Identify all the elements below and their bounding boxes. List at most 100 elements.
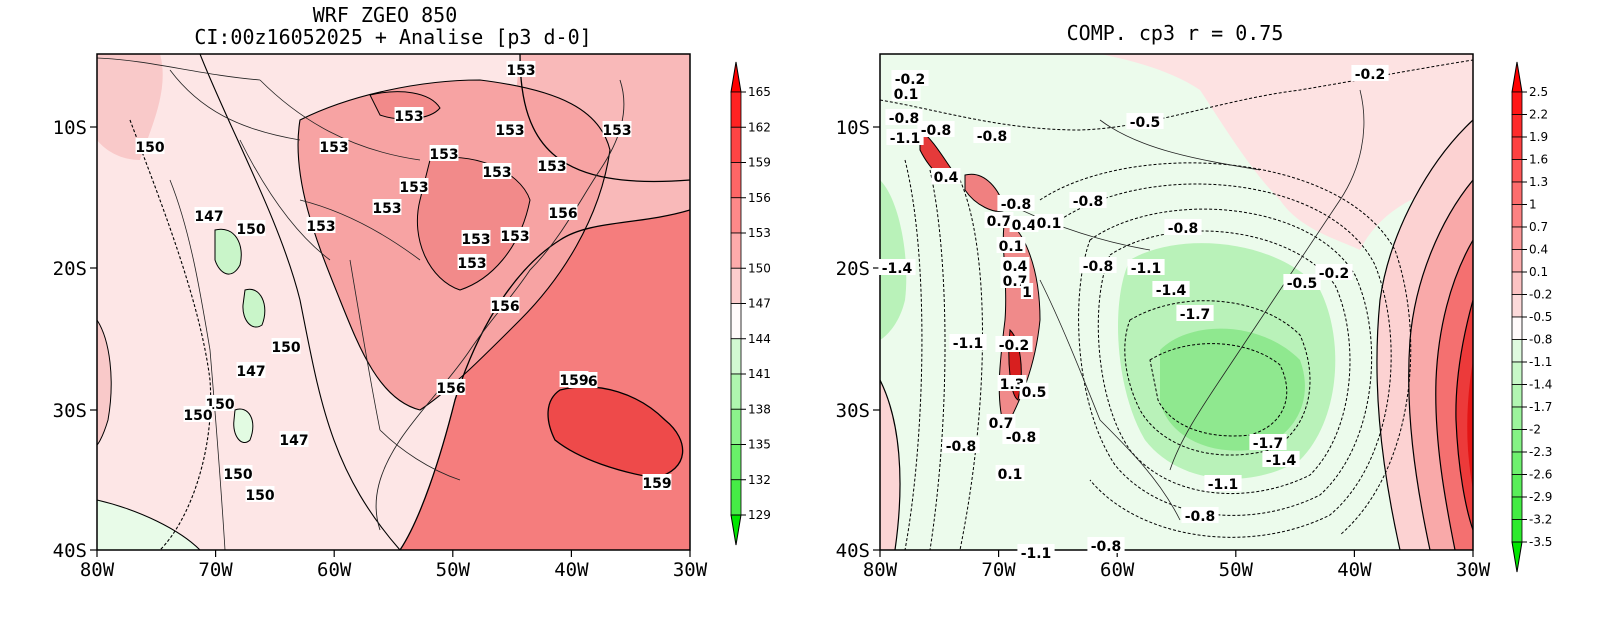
- left-colorbar-top-arrow: [730, 61, 742, 93]
- right-colorbar-band: [1511, 271, 1523, 295]
- left-contour-labels-bg: [537, 157, 567, 173]
- left-x-axis: 80W 70W 60W 50W 40W 30W: [80, 550, 708, 581]
- left-x-tick-label: 70W: [198, 559, 233, 581]
- left-colorbar-label: 165: [748, 85, 771, 99]
- right-contour-labels-label: -1.1: [1021, 546, 1052, 562]
- left-x-tick-label: 80W: [80, 559, 115, 581]
- left-contour-labels-bg: [236, 362, 266, 378]
- right-colorbar-band: [1511, 204, 1523, 228]
- left-contour-labels-bg: [245, 486, 275, 502]
- left-contour-labels-label: 159: [559, 373, 588, 389]
- right-contour-labels-label: -1.4: [1266, 453, 1297, 469]
- left-contour-labels-label: 153: [372, 201, 401, 217]
- left-colorbar-label: 153: [748, 226, 771, 240]
- right-contour-labels-bg: [949, 334, 987, 350]
- right-colorbar-label: 1.3: [1529, 175, 1548, 189]
- left-colorbar-band: [730, 197, 742, 234]
- right-contour-labels-bg: [996, 237, 1026, 253]
- right-contour-labels-bg: [885, 109, 923, 125]
- right-map-panel: COMP. cp3 r = 0.75: [836, 21, 1553, 581]
- right-contour-labels-label: -0.8: [889, 111, 920, 127]
- left-x-tick-label: 40W: [554, 559, 589, 581]
- left-colorbar-band: [730, 373, 742, 410]
- left-title-line1: WRF ZGEO 850: [313, 3, 458, 27]
- left-contour-labels-label: 153: [429, 147, 458, 163]
- left-colorbar-label: 147: [748, 297, 771, 311]
- right-colorbar-label: -3.2: [1529, 513, 1552, 527]
- right-contour-labels-bg: [1262, 451, 1300, 467]
- left-contour-labels-label: 153: [537, 159, 566, 175]
- left-colorbar-label: 129: [748, 508, 771, 522]
- right-colorbar-label: -0.8: [1529, 333, 1552, 347]
- left-colorbar-band: [730, 162, 742, 199]
- right-contour-labels-bg: [1079, 257, 1117, 273]
- left-contour-labels-bg: [490, 297, 520, 313]
- right-contour-labels-bg: [1034, 214, 1064, 230]
- right-contour-labels-label: -1.4: [882, 261, 913, 277]
- right-contour-labels-label: 0.5: [1022, 385, 1047, 401]
- left-contour-labels-label: 153: [394, 109, 423, 125]
- left-contour-labels-label: 153: [457, 256, 486, 272]
- right-contour-labels: -0.20.1-0.8-0.8-1.1 -0.8 -0.5-0.20.4-0.8 -0…: [878, 65, 1389, 562]
- right-contour-labels-bg: [917, 121, 955, 137]
- left-colorbar-label: 162: [748, 120, 771, 134]
- right-contour-labels-bg: [1017, 544, 1055, 560]
- left-contour-labels-bg: [205, 395, 235, 411]
- left-colorbar-label: 138: [748, 402, 771, 416]
- right-contour-labels-bg: [986, 414, 1016, 430]
- left-contour-labels-bg: [319, 138, 349, 154]
- right-colorbar-band: [1511, 451, 1523, 475]
- right-contour-labels-bg: [1020, 283, 1034, 299]
- right-contour-labels-label: -0.8: [1168, 221, 1199, 237]
- right-contour-labels-bg: [886, 129, 924, 145]
- left-contour-labels-bg: [495, 121, 525, 137]
- right-colorbar-band: [1511, 91, 1523, 115]
- left-contour-labels-label: 153: [461, 232, 490, 248]
- right-colorbar-label: 0.7: [1529, 220, 1548, 234]
- right-colorbar-band: [1511, 496, 1523, 520]
- left-contour-labels-bg: [306, 217, 336, 233]
- left-contour-labels-label: 150: [205, 397, 234, 413]
- right-colorbar-bottom-arrow: [1511, 541, 1523, 573]
- left-colorbar-band: [730, 232, 742, 269]
- left-colorbar-band: [730, 408, 742, 445]
- right-contour-labels-bg: [1126, 113, 1164, 129]
- left-contour-labels-bg: [223, 465, 253, 481]
- left-contour-labels-bg: [394, 107, 424, 123]
- right-contour-labels-label: -0.8: [1083, 259, 1114, 275]
- right-contour-labels-bg: [1009, 216, 1039, 232]
- left-colorbar-band: [730, 267, 742, 304]
- left-contour-labels-label: 153: [500, 229, 529, 245]
- right-contour-labels-bg: [891, 85, 921, 101]
- right-colorbar-band: [1511, 136, 1523, 160]
- left-colorbar-bottom-arrow: [730, 514, 742, 546]
- right-contour-labels-label: -0.2: [1319, 266, 1350, 282]
- right-contour-labels-label: -0.5: [1130, 115, 1161, 131]
- right-y-tick-label: 30S: [836, 400, 870, 422]
- right-colorbar-band: [1511, 114, 1523, 138]
- right-contour-labels-bg: [984, 212, 1014, 228]
- left-contour-labels-bg: [135, 138, 165, 154]
- left-y-tick-label: 30S: [53, 400, 87, 422]
- right-contour-labels-bg: [891, 70, 929, 86]
- right-contour-labels-label: -1.7: [1253, 436, 1284, 452]
- left-contour-labels-label: 150: [236, 222, 265, 238]
- left-contour-labels-label: 150: [271, 340, 300, 356]
- left-colorbar: 165 162 159 156 153 150 147 144 141 138 135 132 129: [730, 61, 771, 546]
- right-contour-labels-label: 0.1: [998, 467, 1023, 483]
- right-x-tick-label: 30W: [1456, 559, 1491, 581]
- right-colorbar-band: [1511, 181, 1523, 205]
- left-contour-labels-bg: [399, 178, 429, 194]
- left-colorbar-band: [730, 126, 742, 163]
- left-colorbar-label: 141: [748, 367, 771, 381]
- right-colorbar-label: 1.9: [1529, 130, 1548, 144]
- right-colorbar-label: -3.5: [1529, 535, 1552, 549]
- right-contour-labels-label: -0.8: [1006, 430, 1037, 446]
- right-contour-labels-label: 0.1: [1037, 216, 1062, 232]
- left-colorbar-band: [730, 338, 742, 375]
- right-contour-labels-bg: [1283, 274, 1321, 290]
- right-contour-labels-bg: [1069, 192, 1107, 208]
- right-colorbar-band: [1511, 294, 1523, 318]
- left-x-tick-label: 30W: [673, 559, 708, 581]
- right-colorbar-band: [1511, 474, 1523, 498]
